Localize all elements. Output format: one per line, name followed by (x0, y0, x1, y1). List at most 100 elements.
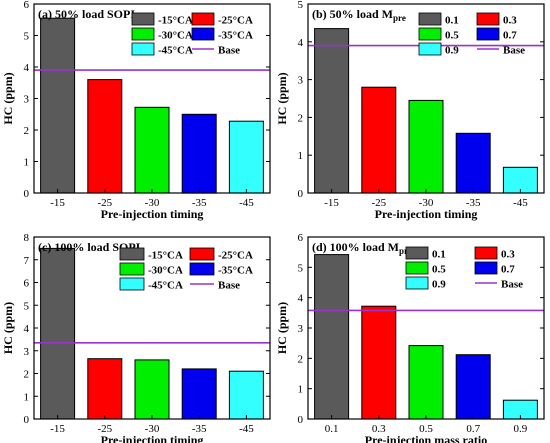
x-axis-label: Pre-injection timing (375, 207, 478, 221)
y-tick-label: 2 (298, 353, 304, 365)
legend-swatch (119, 247, 145, 261)
chart-panel-d: 0 1 2 3 4 5 6 0.1 0.3 0.5 0.7 0.9 Pre-injection mass… (275, 232, 545, 443)
y-tick-label: 2 (24, 369, 30, 381)
panel-title: (b) 50% load Mpre (312, 7, 406, 23)
y-tick-label: 0 (298, 414, 304, 426)
y-tick-label: 4 (24, 62, 30, 74)
y-tick-label: 1 (24, 391, 30, 403)
chart-panel-a: 0 1 2 3 4 5 6 -15 -25 -30 -35 -45 Pre-injection timi… (1, 0, 271, 221)
y-tick-label: 5 (24, 31, 30, 43)
x-tick-label: 0.1 (325, 423, 339, 435)
legend-label: 0.1 (432, 249, 446, 261)
bar--25 (87, 358, 123, 420)
y-tick-label: 6 (298, 232, 304, 244)
legend-label: 0.5 (432, 264, 446, 276)
y-tick-label: 6 (24, 278, 30, 290)
bar--35 (455, 132, 491, 194)
bar--45 (502, 166, 538, 194)
panel-title-subscript: pre (399, 246, 412, 256)
legend-label: Base (218, 280, 240, 292)
y-tick-label: 3 (24, 346, 30, 358)
legend-label: 0.7 (503, 30, 517, 42)
y-tick-label: 7 (24, 255, 30, 267)
bar--35 (181, 113, 217, 194)
x-tick-label: -35 (192, 197, 207, 209)
legend-label: Base (501, 279, 523, 291)
panel-title: (a) 50% load SOPI (38, 7, 135, 21)
legend-label: -45°CA (148, 280, 183, 292)
legend-swatch (476, 12, 500, 26)
y-tick-label: 3 (298, 323, 304, 335)
legend-label: -35°CA (218, 265, 253, 277)
panel-title-main: (b) 50% load M (312, 7, 393, 21)
legend-swatch (119, 277, 145, 291)
y-tick-label: 3 (298, 75, 304, 87)
y-tick-label: 0 (24, 188, 30, 200)
legend-swatch (191, 12, 215, 26)
x-axis-label: Pre-injection timing (101, 207, 204, 221)
x-axis-label: Pre-injection mass ratio (365, 433, 487, 443)
x-tick-label: -25 (97, 423, 112, 435)
y-tick-label: 1 (298, 384, 304, 396)
legend-swatch (119, 262, 145, 276)
x-tick-label: 0.7 (466, 423, 480, 435)
chart-panel-b: 0 1 2 3 4 5 -15 -25 -30 -35 -45 Pre-injection timin… (275, 0, 545, 221)
y-axis-label: HC (ppm) (1, 302, 15, 354)
x-tick-label: 0.3 (372, 423, 386, 435)
legend-label: -25°CA (218, 250, 253, 262)
y-tick-label: 6 (24, 0, 30, 11)
x-tick-label: -35 (192, 423, 207, 435)
bar--25 (361, 86, 397, 194)
legend-label: 0.9 (445, 45, 459, 57)
legend-swatch (405, 246, 429, 260)
bar--45 (228, 120, 264, 194)
bar--15 (40, 247, 76, 420)
legend-label: 0.3 (501, 249, 515, 261)
bar-0.7 (455, 354, 491, 420)
x-tick-label: -35 (466, 197, 481, 209)
y-tick-label: 4 (298, 293, 304, 305)
legend-swatch (476, 27, 500, 41)
y-tick-label: 4 (298, 37, 304, 49)
x-tick-label: -15 (50, 197, 65, 209)
x-tick-label: 0.9 (514, 423, 528, 435)
legend-swatch (474, 261, 498, 275)
y-axis-label: HC (ppm) (275, 302, 289, 354)
panel-title: (d) 100% load Mpre (312, 240, 412, 256)
x-tick-label: -30 (145, 197, 160, 209)
bar--15 (314, 28, 350, 194)
y-tick-label: 0 (24, 414, 30, 426)
y-tick-label: 5 (24, 300, 30, 312)
x-tick-label: -45 (513, 197, 528, 209)
legend-label: -15°CA (148, 250, 183, 262)
y-tick-label: 0 (298, 188, 304, 200)
x-tick-label: 0.5 (419, 423, 433, 435)
bar--35 (181, 368, 217, 420)
bar--30 (134, 106, 170, 194)
x-tick-label: -25 (97, 197, 112, 209)
panel-title-main: (a) 50% load SOPI (38, 7, 135, 21)
legend-label: 0.9 (432, 279, 446, 291)
bar--25 (87, 79, 123, 194)
legend-label: -25°CA (218, 15, 253, 27)
panel-title-main: (c) 100% load SOPI (38, 240, 141, 254)
x-axis-label: Pre-injection timing (101, 433, 204, 443)
legend-label: 0.5 (445, 30, 459, 42)
legend-label: 0.3 (503, 15, 517, 27)
legend-swatch (189, 247, 215, 261)
legend-label: Base (503, 45, 525, 57)
chart-panel-c: 0 1 2 3 4 5 6 7 8 -15 -25 -30 -35 -45 Pre-injection ti… (1, 232, 271, 443)
bar-0.3 (361, 305, 397, 420)
legend-label: Base (218, 45, 240, 57)
legend-swatch (418, 42, 442, 56)
panel-title-subscript: pre (393, 13, 406, 23)
x-tick-label: -45 (239, 423, 254, 435)
panel-title-main: (d) 100% load M (312, 240, 399, 254)
bar-0.5 (408, 345, 444, 420)
y-tick-label: 5 (298, 262, 304, 274)
x-tick-label: -15 (50, 423, 65, 435)
x-tick-label: -30 (145, 423, 160, 435)
legend-label: -45°CA (158, 45, 193, 57)
bar-0.1 (314, 254, 350, 420)
